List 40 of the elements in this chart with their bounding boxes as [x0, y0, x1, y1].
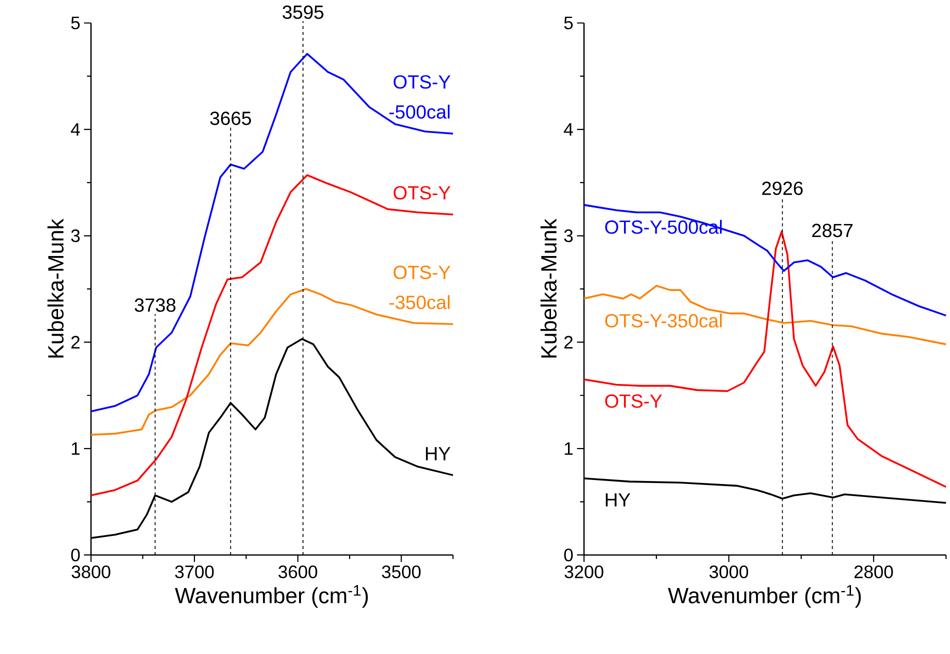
x-tick-label: 3200 — [564, 566, 604, 578]
ref-line-label: 2857 — [812, 224, 853, 238]
x-tick-label: 3800 — [72, 566, 110, 578]
series-label: HY — [426, 447, 450, 460]
y-tick-label: 5 — [71, 16, 80, 30]
series-label: OTS-Y -500cal — [389, 75, 450, 119]
y-tick-label: 4 — [564, 123, 573, 136]
y-tick-label: 2 — [71, 336, 80, 348]
y-tick-label: 0 — [71, 548, 80, 562]
y-axis-title: Kubelka-Munk — [540, 218, 557, 358]
ref-line-label: 3665 — [210, 112, 251, 126]
series-label: OTS-Y-500cal — [605, 220, 722, 234]
x-axis-title: Wavenumber (cm$^{-1}$) — [668, 585, 861, 608]
line-series — [90, 288, 454, 436]
y-tick-label: 4 — [70, 123, 80, 136]
line-series — [583, 284, 947, 346]
y-tick-label: 1 — [72, 442, 80, 455]
series-label: OTS-Y — [394, 186, 450, 200]
line-series — [90, 174, 454, 496]
y-tick-label: 5 — [564, 16, 573, 30]
ref-line-label: 3738 — [134, 298, 176, 312]
x-tick-label: 2800 — [854, 566, 893, 578]
y-tick-label: 3 — [71, 229, 80, 242]
line-series — [90, 52, 454, 412]
y-axis-title: Kubelka-Munk — [47, 218, 64, 358]
ref-line-label: 3595 — [282, 5, 324, 19]
series-label: OTS-Y -350cal — [389, 266, 450, 310]
series-label: OTS-Y-350cal — [605, 314, 722, 328]
x-tick-label: 3500 — [382, 566, 421, 578]
series-label: HY — [606, 493, 630, 506]
y-tick-label: 3 — [564, 229, 573, 242]
y-tick-label: 2 — [564, 336, 573, 348]
y-tick-label: 0 — [564, 548, 573, 562]
x-tick-label: 3700 — [175, 566, 214, 578]
series-label: OTS-Y — [605, 394, 662, 408]
ref-line-label: 2926 — [762, 182, 803, 196]
x-tick-label: 3600 — [278, 566, 318, 578]
x-axis-title: Wavenumber (cm$^{-1}$) — [174, 585, 368, 608]
y-tick-label: 1 — [564, 442, 573, 455]
x-tick-label: 3000 — [709, 566, 748, 578]
